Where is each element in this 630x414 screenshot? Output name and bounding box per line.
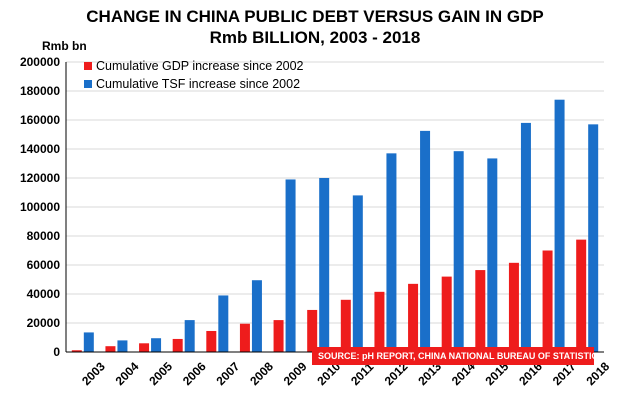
legend-swatch: [84, 80, 92, 88]
chart-subtitle: Rmb BILLION, 2003 - 2018: [209, 28, 421, 47]
chart-title-block: CHANGE IN CHINA PUBLIC DEBT VERSUS GAIN …: [0, 6, 630, 48]
bar-tsf: [352, 195, 363, 352]
y-tick-label: 80000: [27, 229, 61, 243]
bar-gdp: [542, 250, 553, 352]
y-tick-label: 140000: [20, 142, 60, 156]
bar-gdp: [172, 338, 183, 352]
bar-gdp: [307, 309, 318, 352]
bars: [71, 99, 599, 353]
bar-gdp: [408, 283, 419, 352]
legend-label: Cumulative GDP increase since 2002: [96, 59, 304, 73]
bar-tsf: [420, 130, 431, 352]
chart-title: CHANGE IN CHINA PUBLIC DEBT VERSUS GAIN …: [86, 7, 544, 26]
source-box: [312, 347, 594, 365]
bar-gdp: [273, 320, 284, 352]
x-tick-label: 2007: [214, 359, 243, 388]
bar-gdp: [71, 350, 82, 352]
bar-tsf: [386, 153, 397, 352]
bar-tsf: [184, 320, 195, 352]
y-tick-label: 20000: [27, 316, 61, 330]
y-tick-label: 0: [53, 345, 60, 359]
bar-tsf: [151, 338, 162, 352]
bar-gdp: [139, 343, 150, 352]
bar-tsf: [520, 122, 531, 353]
x-tick-label: 2006: [180, 359, 209, 388]
bar-tsf: [453, 151, 464, 352]
bar-tsf: [285, 179, 296, 352]
bar-gdp: [206, 330, 217, 352]
source-text: SOURCE: pH REPORT, CHINA NATIONAL BUREAU…: [318, 351, 604, 361]
y-tick-labels: 0 20000 40000 60000 80000 100000 120000 140000 1…: [20, 55, 60, 359]
bar-tsf: [218, 295, 229, 352]
bar-gdp: [105, 346, 116, 352]
bar-tsf: [117, 340, 128, 352]
bar-gdp: [576, 239, 587, 352]
bar-tsf: [319, 178, 330, 352]
y-tick-label: 40000: [27, 287, 61, 301]
x-tick-label: 2003: [79, 359, 108, 388]
bar-gdp: [475, 270, 486, 352]
bar-tsf: [83, 332, 94, 352]
legend-swatch: [84, 62, 92, 70]
bar-gdp: [239, 323, 250, 352]
x-tick-label: 2004: [113, 359, 142, 388]
bar-tsf: [588, 124, 599, 352]
bar-gdp: [441, 276, 452, 352]
source-annotation: SOURCE: pH REPORT, CHINA NATIONAL BUREAU…: [312, 347, 604, 365]
x-tick-label: 2009: [281, 359, 310, 388]
bar-tsf: [487, 158, 498, 352]
bar-tsf: [251, 280, 262, 352]
y-tick-label: 60000: [27, 258, 61, 272]
bar-gdp: [374, 291, 385, 352]
y-axis-unit-label: Rmb bn: [42, 39, 87, 53]
y-tick-label: 160000: [20, 113, 60, 127]
bar-tsf: [554, 99, 565, 352]
y-tick-label: 120000: [20, 171, 60, 185]
y-tick-label: 200000: [20, 55, 60, 69]
bar-gdp: [508, 262, 519, 352]
x-tick-label: 2005: [146, 359, 175, 388]
y-tick-label: 180000: [20, 84, 60, 98]
legend: Cumulative GDP increase since 2002 Cumula…: [84, 59, 304, 91]
x-tick-label: 2008: [247, 359, 276, 388]
bar-gdp: [340, 299, 351, 352]
y-tick-label: 100000: [20, 200, 60, 214]
legend-label: Cumulative TSF increase since 2002: [96, 77, 300, 91]
